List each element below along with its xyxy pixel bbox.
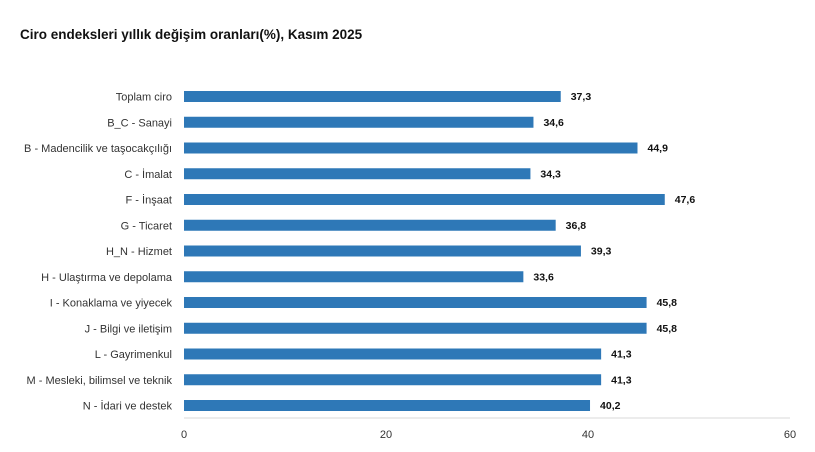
category-labels: Toplam ciro B_C - Sanayi B - Madencilik ve…	[24, 92, 173, 413]
bar-2	[184, 142, 638, 154]
category-label-3: C - İmalat	[124, 168, 172, 181]
bars-group	[184, 91, 665, 411]
value-label-8: 45,8	[657, 297, 678, 309]
value-label-12: 40,2	[600, 400, 621, 412]
value-label-0: 37,3	[571, 91, 592, 103]
category-label-8: I - Konaklama ve yiyecek	[50, 298, 173, 310]
value-label-6: 39,3	[591, 246, 612, 258]
x-tick-3: 60	[784, 429, 796, 441]
chart-title: Ciro endeksleri yıllık değişim oranları(…	[20, 27, 363, 42]
value-label-7: 33,6	[533, 271, 554, 283]
bar-4	[184, 194, 665, 205]
category-label-6: H_N - Hizmet	[106, 246, 172, 258]
x-tick-labels: 0 20 40 60	[181, 429, 796, 441]
category-label-2: B - Madencilik ve taşocakçılığı	[24, 143, 172, 155]
category-label-1: B_C - Sanayi	[107, 117, 172, 129]
bar-8	[184, 297, 647, 308]
bar-1	[184, 116, 534, 128]
category-label-5: G - Ticaret	[121, 220, 172, 232]
category-label-4: F - İnşaat	[126, 194, 172, 207]
x-tick-0: 0	[181, 429, 187, 441]
category-label-9: J - Bilgi ve iletişim	[85, 323, 172, 335]
x-tick-2: 40	[582, 429, 594, 441]
value-label-4: 47,6	[675, 194, 696, 206]
x-tick-1: 20	[380, 429, 392, 441]
bar-12	[184, 400, 591, 411]
value-label-10: 41,3	[611, 349, 632, 361]
bar-10	[184, 348, 602, 360]
value-labels: 37,3 34,6 44,9 34,3 47,6 36,8 39,3 33,6 45,8 45,8…	[533, 91, 695, 412]
category-label-10: L - Gayrimenkul	[95, 349, 172, 361]
bar-7	[184, 271, 524, 283]
value-label-3: 34,3	[540, 168, 561, 180]
bar-6	[184, 245, 581, 257]
value-label-1: 34,6	[543, 117, 564, 129]
bar-0	[184, 91, 561, 102]
bar-9	[184, 322, 647, 334]
value-label-5: 36,8	[566, 220, 587, 232]
bar-5	[184, 219, 556, 231]
bar-11	[184, 374, 602, 386]
value-label-9: 45,8	[657, 323, 678, 335]
category-label-11: M - Mesleki, bilimsel ve teknik	[27, 375, 173, 387]
value-label-2: 44,9	[647, 143, 668, 155]
bar-3	[184, 168, 531, 180]
category-label-7: H - Ulaştırma ve depolama	[41, 272, 173, 284]
value-label-11: 41,3	[611, 374, 632, 386]
category-label-0: Toplam ciro	[116, 92, 172, 104]
category-label-12: N - İdari ve destek	[83, 400, 173, 413]
